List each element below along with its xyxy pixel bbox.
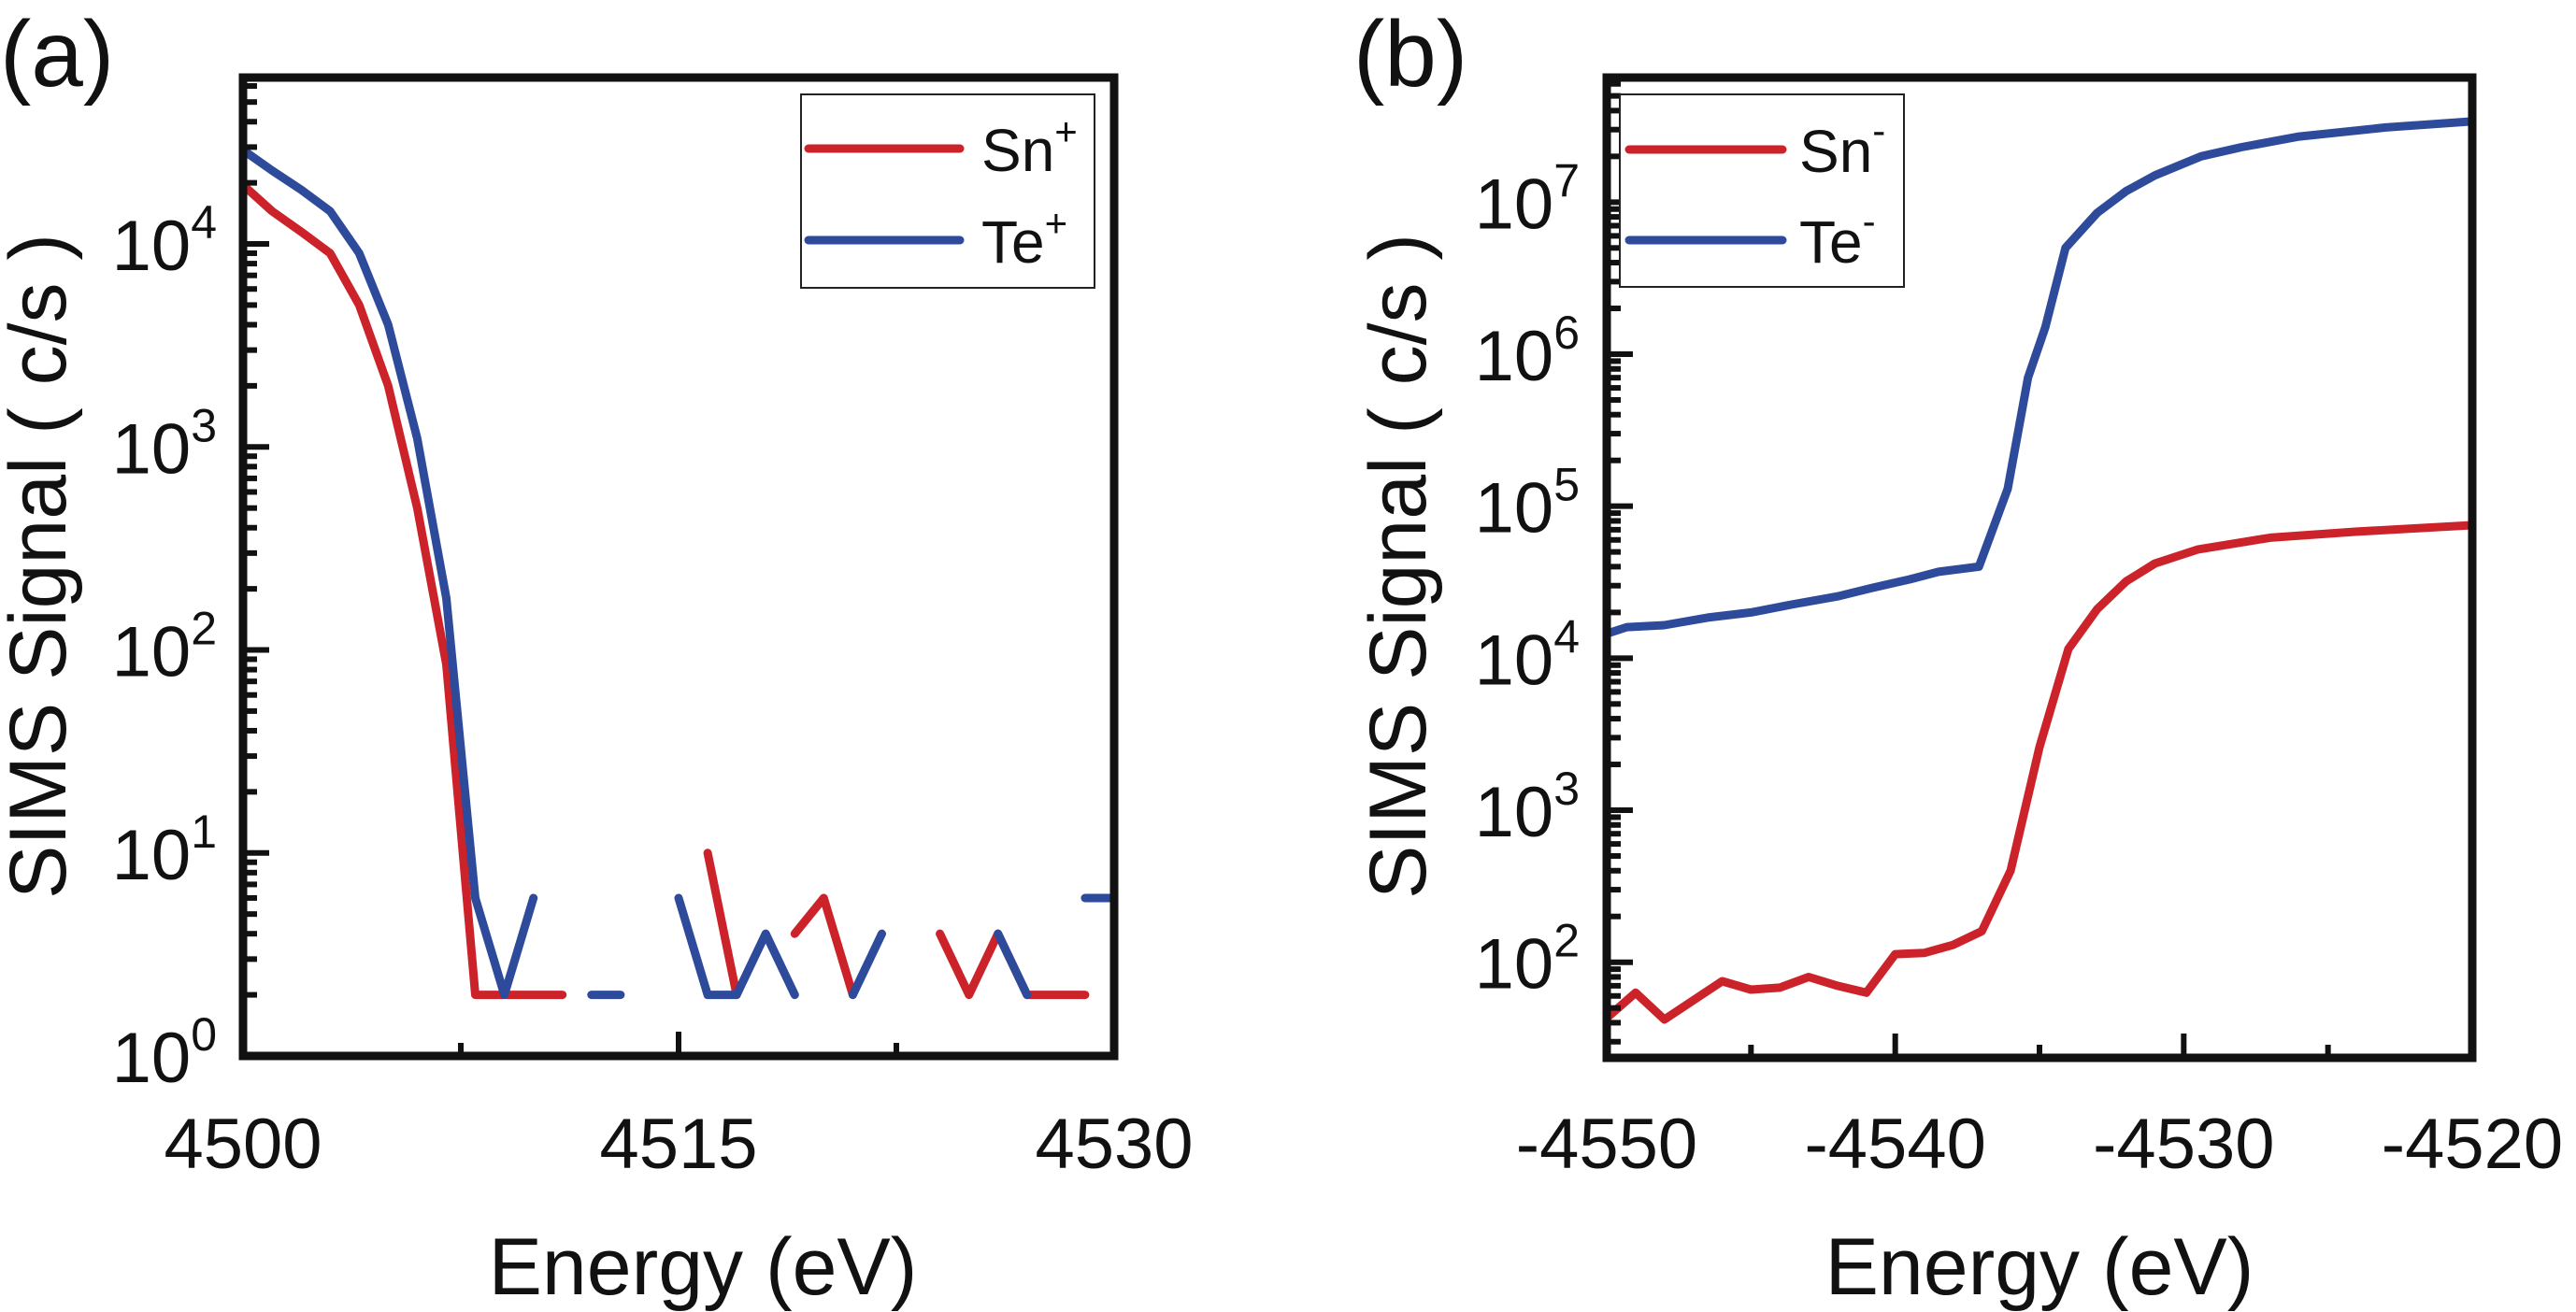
y-tick-label: 100 xyxy=(112,1008,217,1098)
legend-box xyxy=(1619,93,1905,288)
series-line-segment xyxy=(674,893,799,1000)
legend-label-sn-minus: Sn- xyxy=(1799,108,1885,185)
legend-label-te-plus: Te+ xyxy=(981,201,1067,276)
panel-a-xlabel: Energy (eV) xyxy=(489,1222,918,1312)
y-tick-label: 102 xyxy=(112,603,217,692)
series-line-segment xyxy=(994,929,1032,1000)
x-tick-label: 4500 xyxy=(164,1105,322,1184)
x-tick-label: 4515 xyxy=(599,1105,757,1184)
x-tick-label: -4520 xyxy=(2382,1105,2563,1184)
y-tick-label: 105 xyxy=(1475,459,1580,549)
series-sn-minus xyxy=(1607,521,2472,1024)
panel-a: (a) SIMS Signal ( c/s ) Energy (eV) 4500… xyxy=(0,2,1194,1312)
y-tick-label: 104 xyxy=(112,196,217,286)
y-tick-label: 101 xyxy=(112,806,217,895)
legend-box xyxy=(800,93,1095,289)
series-line-segment xyxy=(790,893,857,1000)
series-line-segment xyxy=(1607,117,2472,638)
legend-label-te-minus: Te- xyxy=(1799,199,1876,276)
x-tick-label: 4530 xyxy=(1035,1105,1193,1184)
series-line-segment xyxy=(1607,521,2472,1024)
y-tick-label: 106 xyxy=(1475,307,1580,396)
panel-b: (b) SIMS Signal ( c/s ) Energy (eV) -455… xyxy=(1353,2,2563,1312)
series-line-segment xyxy=(703,849,741,1000)
panel-a-series xyxy=(243,146,1114,1000)
y-tick-label: 104 xyxy=(1475,610,1580,700)
x-tick-label: -4530 xyxy=(2093,1105,2274,1184)
y-tick-label: 103 xyxy=(1475,763,1580,852)
series-line-segment xyxy=(243,146,538,1000)
panel-a-ylabel: SIMS Signal ( c/s ) xyxy=(0,234,83,899)
panel-a-axes: 4500 4515 4530 100 101 102 103 104 xyxy=(112,73,1194,1184)
panel-b-label: (b) xyxy=(1353,2,1467,107)
series-te-plus xyxy=(243,146,1114,1000)
series-line-segment xyxy=(848,929,886,1000)
series-te-minus xyxy=(1607,117,2472,638)
panel-a-label: (a) xyxy=(0,2,114,107)
legend-label-sn-plus: Sn+ xyxy=(981,109,1078,184)
x-tick-label: -4540 xyxy=(1804,1105,1985,1184)
series-line-segment xyxy=(243,180,567,1000)
panel-a-legend: Sn+ Te+ xyxy=(800,93,1095,289)
series-sn-plus xyxy=(243,180,1090,1000)
panel-b-axes: -4550 -4540 -4530 -4520 102 103 104 105 106 107 xyxy=(1475,73,2563,1184)
x-tick-label: -4550 xyxy=(1516,1105,1697,1184)
panel-b-ylabel: SIMS Signal ( c/s ) xyxy=(1353,234,1443,899)
panel-b-xlabel: Energy (eV) xyxy=(1825,1222,2254,1312)
y-tick-label: 102 xyxy=(1475,915,1580,1005)
panel-b-legend: Sn- Te- xyxy=(1619,93,1905,288)
y-tick-label: 107 xyxy=(1475,154,1580,244)
panel-b-series xyxy=(1607,117,2472,1024)
y-tick-label: 103 xyxy=(112,399,217,489)
